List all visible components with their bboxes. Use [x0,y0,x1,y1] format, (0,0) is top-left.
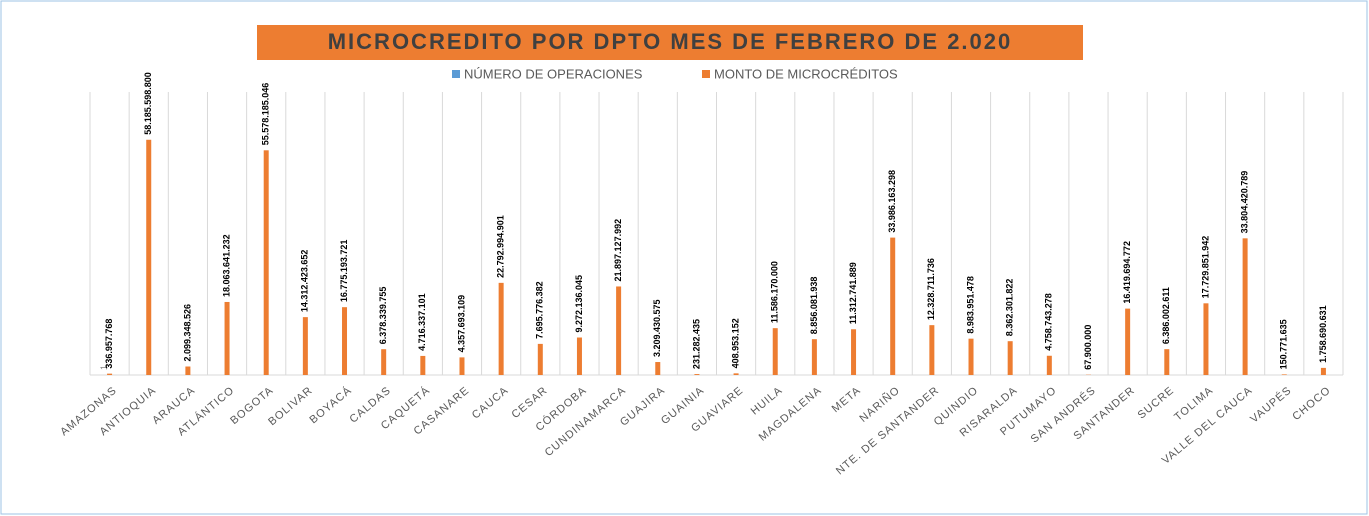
bar [263,150,269,375]
bar [224,301,230,375]
data-label: 22.792.994.901 [496,215,506,278]
data-label: 33.804.420.789 [1239,171,1249,234]
bar [655,362,661,375]
data-label: 8.856.081.938 [809,277,819,335]
data-label: 1.758.690.631 [1318,305,1328,363]
data-label: 4.758.743.278 [1044,293,1054,351]
chart-title: MICROCREDITO POR DPTO MES DE FEBRERO DE … [328,29,1013,54]
data-label: 1 [99,365,109,370]
data-label: 4.357.693.109 [456,295,466,353]
bar [459,357,465,375]
data-label: 6.378.339.755 [378,287,388,345]
bar [498,282,504,375]
data-label: 17.729.851.942 [1200,236,1210,299]
bar [576,337,582,375]
bar [811,339,817,375]
data-label: 21.897.127.992 [613,219,623,282]
data-label: 18.063.641.232 [221,234,231,297]
data-label: 4.716.337.101 [417,293,427,351]
legend-swatch [452,70,460,78]
bar [616,286,622,375]
data-label: 3.209.430.575 [652,299,662,357]
bar [107,373,113,375]
data-label: 11.586.170.000 [770,261,780,323]
bar [851,329,857,375]
data-label: 6.386.002.611 [1161,287,1171,344]
bar [537,343,543,375]
data-label: 336.957.768 [104,319,114,369]
bar [420,355,426,375]
data-label: 9.272.136.045 [574,275,584,333]
bar [185,366,191,375]
data-label: 16.775.193.721 [339,240,349,303]
data-label: 58.185.598.800 [143,72,153,135]
data-label: 8.983.951.478 [965,276,975,334]
data-label: 33.986.163.298 [887,170,897,233]
bar [1203,303,1209,375]
bar [968,338,974,375]
bar [146,139,152,375]
bar [890,237,896,375]
data-label: 12.328.711.736 [926,258,936,320]
bar [1242,238,1248,375]
data-label: 11.312.741.889 [848,262,858,324]
data-label: 7.695.776.382 [535,281,545,339]
bar [694,374,700,375]
bar [772,328,778,375]
bar [1164,349,1170,375]
data-label: 14.312.423.652 [300,250,310,313]
bar [929,325,935,375]
data-label: 408.953.152 [730,318,740,368]
legend-swatch [702,70,710,78]
data-label: 231.282.435 [691,319,701,369]
title-box [257,25,1083,60]
bar [381,349,387,375]
data-label: 8.362.301.822 [1005,279,1015,337]
data-label: 55.578.185.046 [261,83,271,146]
bar [342,307,348,375]
data-label: 67.900.000 [1083,325,1093,370]
legend-label: MONTO DE MICROCRÉDITOS [714,66,898,81]
bar [1281,374,1287,375]
bar [1046,355,1052,375]
data-label: 2.099.348.526 [182,304,192,362]
bar [1007,341,1013,375]
bar [302,317,308,375]
bar [733,373,739,375]
data-label: 16.419.694.772 [1122,241,1132,304]
data-label: 150.771.635 [1279,319,1289,369]
legend-label: NÚMERO DE OPERACIONES [464,66,643,81]
bar [1125,308,1131,375]
bar [1320,367,1326,375]
